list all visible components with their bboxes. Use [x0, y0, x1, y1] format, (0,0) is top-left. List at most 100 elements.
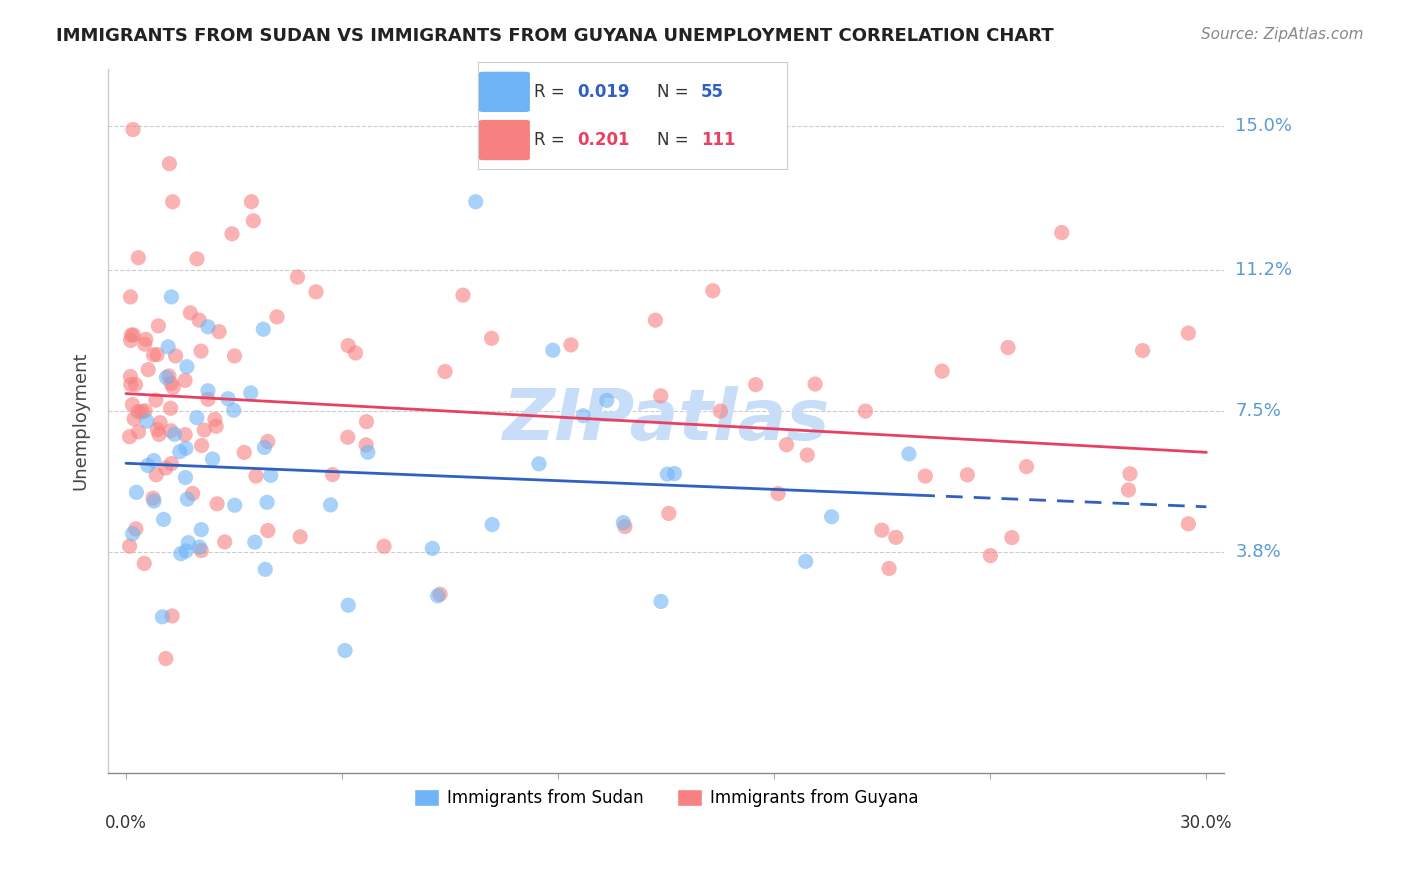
Point	[337, 598, 360, 612]
Point	[190, 543, 212, 558]
Point	[256, 524, 278, 538]
Point	[176, 359, 198, 374]
Point	[766, 486, 789, 500]
Point	[243, 535, 266, 549]
Point	[160, 457, 183, 471]
Y-axis label: Unemployment: Unemployment	[72, 351, 89, 490]
FancyBboxPatch shape	[478, 120, 530, 161]
Point	[222, 403, 245, 417]
Point	[124, 377, 146, 392]
Point	[254, 562, 277, 576]
Point	[155, 651, 177, 665]
Point	[356, 415, 378, 429]
Point	[657, 467, 679, 482]
Point	[344, 346, 367, 360]
Point	[702, 284, 724, 298]
Point	[125, 522, 148, 536]
Point	[162, 380, 184, 394]
Point	[155, 461, 177, 475]
Point	[125, 485, 148, 500]
Point	[796, 448, 818, 462]
Point	[165, 349, 187, 363]
Point	[160, 609, 183, 624]
Point	[131, 405, 153, 419]
Point	[794, 554, 817, 568]
Point	[162, 194, 184, 209]
Point	[1119, 467, 1142, 481]
Point	[174, 442, 197, 456]
Point	[572, 409, 595, 423]
Point	[1001, 531, 1024, 545]
Point	[157, 340, 180, 354]
Point	[122, 122, 145, 136]
FancyBboxPatch shape	[478, 71, 530, 112]
Point	[188, 540, 211, 554]
Point	[956, 467, 979, 482]
Text: 30.0%: 30.0%	[1180, 814, 1233, 832]
Point	[179, 306, 201, 320]
Point	[744, 377, 766, 392]
Point	[190, 523, 212, 537]
Point	[357, 445, 380, 459]
Point	[120, 369, 142, 384]
Point	[145, 393, 167, 408]
Text: 15.0%: 15.0%	[1236, 117, 1292, 135]
Point	[188, 313, 211, 327]
Text: N =: N =	[658, 84, 695, 102]
Text: ZIPatlas: ZIPatlas	[502, 386, 830, 455]
Point	[322, 467, 344, 482]
Legend: Immigrants from Sudan, Immigrants from Guyana: Immigrants from Sudan, Immigrants from G…	[406, 782, 925, 814]
Point	[174, 544, 197, 558]
Text: 55: 55	[700, 84, 724, 102]
Text: 7.5%: 7.5%	[1236, 402, 1281, 420]
Point	[136, 458, 159, 473]
Point	[177, 535, 200, 549]
Point	[650, 594, 672, 608]
Point	[152, 610, 174, 624]
Point	[1177, 516, 1199, 531]
Text: 0.019: 0.019	[576, 84, 630, 102]
Point	[120, 334, 142, 348]
Text: N =: N =	[658, 130, 695, 148]
Point	[152, 512, 174, 526]
Point	[176, 492, 198, 507]
Point	[197, 384, 219, 398]
Point	[190, 344, 212, 359]
Point	[118, 430, 141, 444]
Point	[160, 376, 183, 391]
Text: 111: 111	[700, 130, 735, 148]
Point	[155, 370, 177, 384]
Point	[127, 405, 149, 419]
Point	[118, 539, 141, 553]
Point	[319, 498, 342, 512]
Point	[931, 364, 953, 378]
Point	[644, 313, 666, 327]
Point	[205, 497, 228, 511]
Point	[197, 392, 219, 407]
Point	[527, 457, 550, 471]
Point	[193, 423, 215, 437]
Point	[148, 427, 170, 442]
Point	[664, 467, 686, 481]
Point	[170, 547, 193, 561]
Point	[160, 290, 183, 304]
Point	[804, 377, 827, 392]
Point	[159, 401, 181, 416]
Point	[1132, 343, 1154, 358]
Point	[287, 270, 309, 285]
Point	[120, 290, 142, 304]
Point	[1015, 459, 1038, 474]
Point	[121, 398, 143, 412]
Point	[612, 516, 634, 530]
Text: 0.0%: 0.0%	[105, 814, 148, 832]
Point	[541, 343, 564, 358]
Point	[775, 438, 797, 452]
Point	[204, 412, 226, 426]
Point	[877, 561, 900, 575]
Text: 11.2%: 11.2%	[1236, 261, 1292, 279]
Point	[897, 447, 920, 461]
Point	[169, 444, 191, 458]
Point	[354, 438, 377, 452]
Point	[160, 424, 183, 438]
Point	[253, 441, 276, 455]
